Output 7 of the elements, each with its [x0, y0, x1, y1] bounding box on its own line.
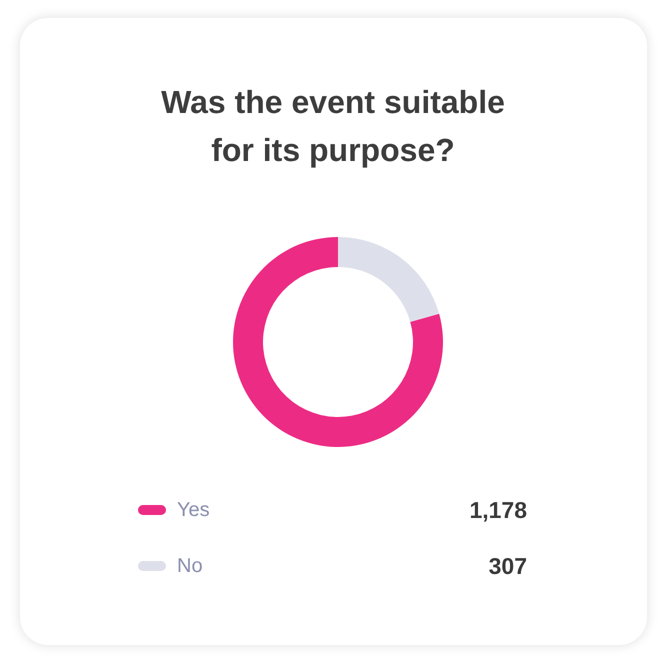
- data-label: 1,178: [469, 497, 527, 524]
- legend-label: No: [177, 554, 203, 578]
- donut-slice: [338, 237, 440, 322]
- legend-label: Yes: [177, 498, 210, 522]
- chart-title: Was the event suitable for its purpose?: [160, 83, 506, 170]
- data-label: 307: [488, 553, 527, 580]
- donut-slice: [233, 237, 443, 447]
